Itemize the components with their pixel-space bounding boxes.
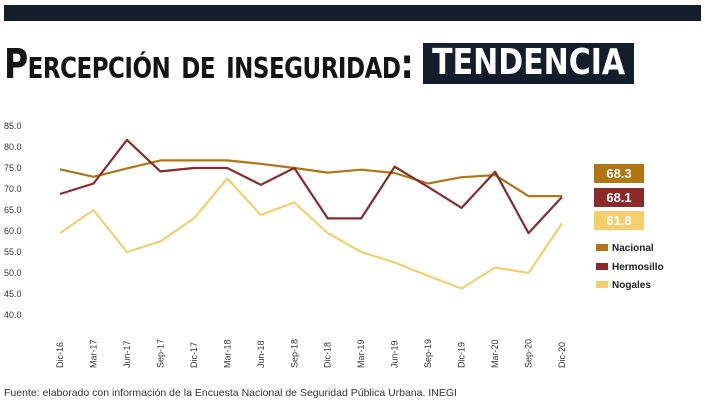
- x-tick-label: Sep-17: [155, 339, 165, 368]
- value-label: 68.3: [606, 166, 631, 181]
- header-bar: [4, 5, 701, 21]
- legend-item-nacional: Nacional: [596, 243, 654, 254]
- y-tick-label: 85.0: [4, 121, 22, 131]
- title-highlight-box: TENDENCIA: [423, 41, 635, 84]
- y-tick-label: 50.0: [4, 268, 22, 278]
- source-note: Fuente: elaborado con información de la …: [4, 387, 457, 399]
- y-tick-label: 60.0: [4, 226, 22, 236]
- value-box-hermosillo: 68.1: [594, 188, 644, 207]
- y-tick-label: 45.0: [4, 289, 22, 299]
- page-title: Percepción de inseguridad:: [4, 38, 414, 88]
- y-tick-label: 70.0: [4, 184, 22, 194]
- series-line-nogales: [59, 177, 563, 290]
- title-highlight: TENDENCIA: [432, 41, 626, 83]
- series-line-nacional: [59, 159, 562, 198]
- x-tick-label: Mar-17: [88, 339, 98, 368]
- legend-label: Nacional: [612, 243, 654, 254]
- y-axis: 85.0 80.0 75.0 70.0 65.0 60.0 55.0 50.0 45.0 40.0: [4, 121, 22, 320]
- value-box-nacional: 68.3: [594, 164, 644, 183]
- value-box-bg: [594, 188, 644, 207]
- value-box-bg: [594, 211, 644, 230]
- x-tick-label: Sep-20: [524, 339, 534, 368]
- legend-swatch: [596, 244, 608, 251]
- legend: Nacional Hermosillo Nogales: [596, 243, 664, 291]
- x-tick-label: Mar-18: [222, 339, 232, 368]
- x-tick-label: Sep-18: [289, 339, 299, 368]
- x-tick-label: Dic-17: [189, 342, 199, 368]
- y-tick-label: 80.0: [4, 142, 22, 152]
- value-box-bg: [594, 164, 644, 183]
- y-tick-label: 65.0: [4, 205, 22, 215]
- x-tick-label: Mar-20: [490, 339, 500, 368]
- value-box-nogales: 61.8: [594, 211, 644, 230]
- legend-swatch: [596, 263, 608, 270]
- x-tick-label: Dic-20: [557, 342, 567, 368]
- value-label: 61.8: [606, 213, 631, 228]
- x-tick-label: Mar-19: [356, 339, 366, 368]
- value-labels: 68.3 68.1 61.8: [594, 164, 644, 230]
- x-tick-label: Dic-19: [457, 342, 467, 368]
- value-label: 68.1: [606, 190, 631, 205]
- y-tick-label: 55.0: [4, 247, 22, 257]
- series-line-hermosillo: [59, 138, 563, 235]
- x-tick-label: Dic-16: [55, 342, 65, 368]
- legend-item-nogales: Nogales: [596, 280, 651, 291]
- x-tick-label: Dic-18: [323, 342, 333, 368]
- x-tick-label: Jun-19: [390, 340, 400, 368]
- legend-label: Hermosillo: [612, 262, 664, 273]
- y-tick-label: 40.0: [4, 310, 22, 320]
- y-tick-label: 75.0: [4, 163, 22, 173]
- x-tick-label: Jun-18: [256, 340, 266, 368]
- legend-label: Nogales: [612, 280, 651, 291]
- x-axis: Dic-16 Mar-17 Jun-17 Sep-17 Dic-17 Mar-18 Jun-…: [55, 339, 567, 368]
- x-tick-label: Jun-17: [122, 340, 132, 368]
- series-lines: [59, 138, 563, 290]
- line-chart: 85.0 80.0 75.0 70.0 65.0 60.0 55.0 50.0 45.0 40.0…: [4, 121, 664, 368]
- legend-item-hermosillo: Hermosillo: [596, 262, 664, 273]
- legend-swatch: [596, 281, 608, 288]
- title-row: Percepción de inseguridad: TENDENCIA: [4, 38, 635, 88]
- x-tick-label: Sep-19: [423, 339, 433, 368]
